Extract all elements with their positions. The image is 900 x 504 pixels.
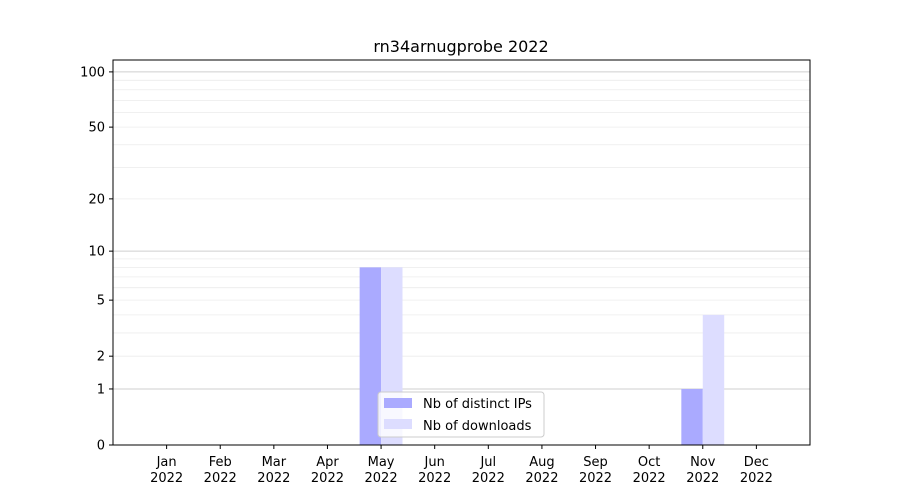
legend-swatch-ips <box>384 398 412 408</box>
x-tick-label: Jul 2022 <box>472 455 505 486</box>
x-tick-label: Feb 2022 <box>204 455 237 486</box>
y-tick-label: 5 <box>97 294 105 309</box>
x-tick-label: Jun 2022 <box>418 455 451 486</box>
y-tick-label: 0 <box>97 439 105 454</box>
y-tick-label: 20 <box>88 192 105 207</box>
bar-ips <box>681 388 703 445</box>
x-axis: Jan 2022 Feb 2022 Mar 2022 Apr 2022 May 2022 Jun 20… <box>150 445 773 486</box>
y-tick-label: 2 <box>97 350 105 365</box>
legend-swatch-downloads <box>384 419 412 429</box>
legend-box <box>377 391 545 438</box>
chart-title: rn34arnugprobe 2022 <box>373 37 548 56</box>
x-tick-label: Apr 2022 <box>311 455 344 486</box>
legend: Nb of distinct IPs Nb of downloads <box>377 391 545 438</box>
x-tick-label: Oct 2022 <box>633 455 666 486</box>
y-axis: 0 1 2 5 10 20 50 100 <box>80 65 113 454</box>
x-tick-label: Dec 2022 <box>740 455 773 486</box>
x-tick-label: Mar 2022 <box>257 455 290 486</box>
x-tick-label: Nov 2022 <box>686 455 719 486</box>
y-tick-label: 10 <box>88 245 105 260</box>
legend-label-ips: Nb of distinct IPs <box>423 397 532 412</box>
plot-frame <box>112 59 811 446</box>
grid <box>113 71 810 390</box>
y-tick-label: 1 <box>97 382 105 397</box>
legend-label-downloads: Nb of downloads <box>423 419 532 434</box>
x-tick-label: Sep 2022 <box>579 455 612 486</box>
x-tick-label: Aug 2022 <box>525 455 558 486</box>
y-tick-label: 50 <box>88 121 105 136</box>
y-tick-label: 100 <box>80 65 105 80</box>
x-tick-label: Jan 2022 <box>150 455 183 486</box>
x-tick-label: May 2022 <box>365 455 398 486</box>
bar-downloads <box>702 314 725 445</box>
bar-ips <box>359 267 382 445</box>
